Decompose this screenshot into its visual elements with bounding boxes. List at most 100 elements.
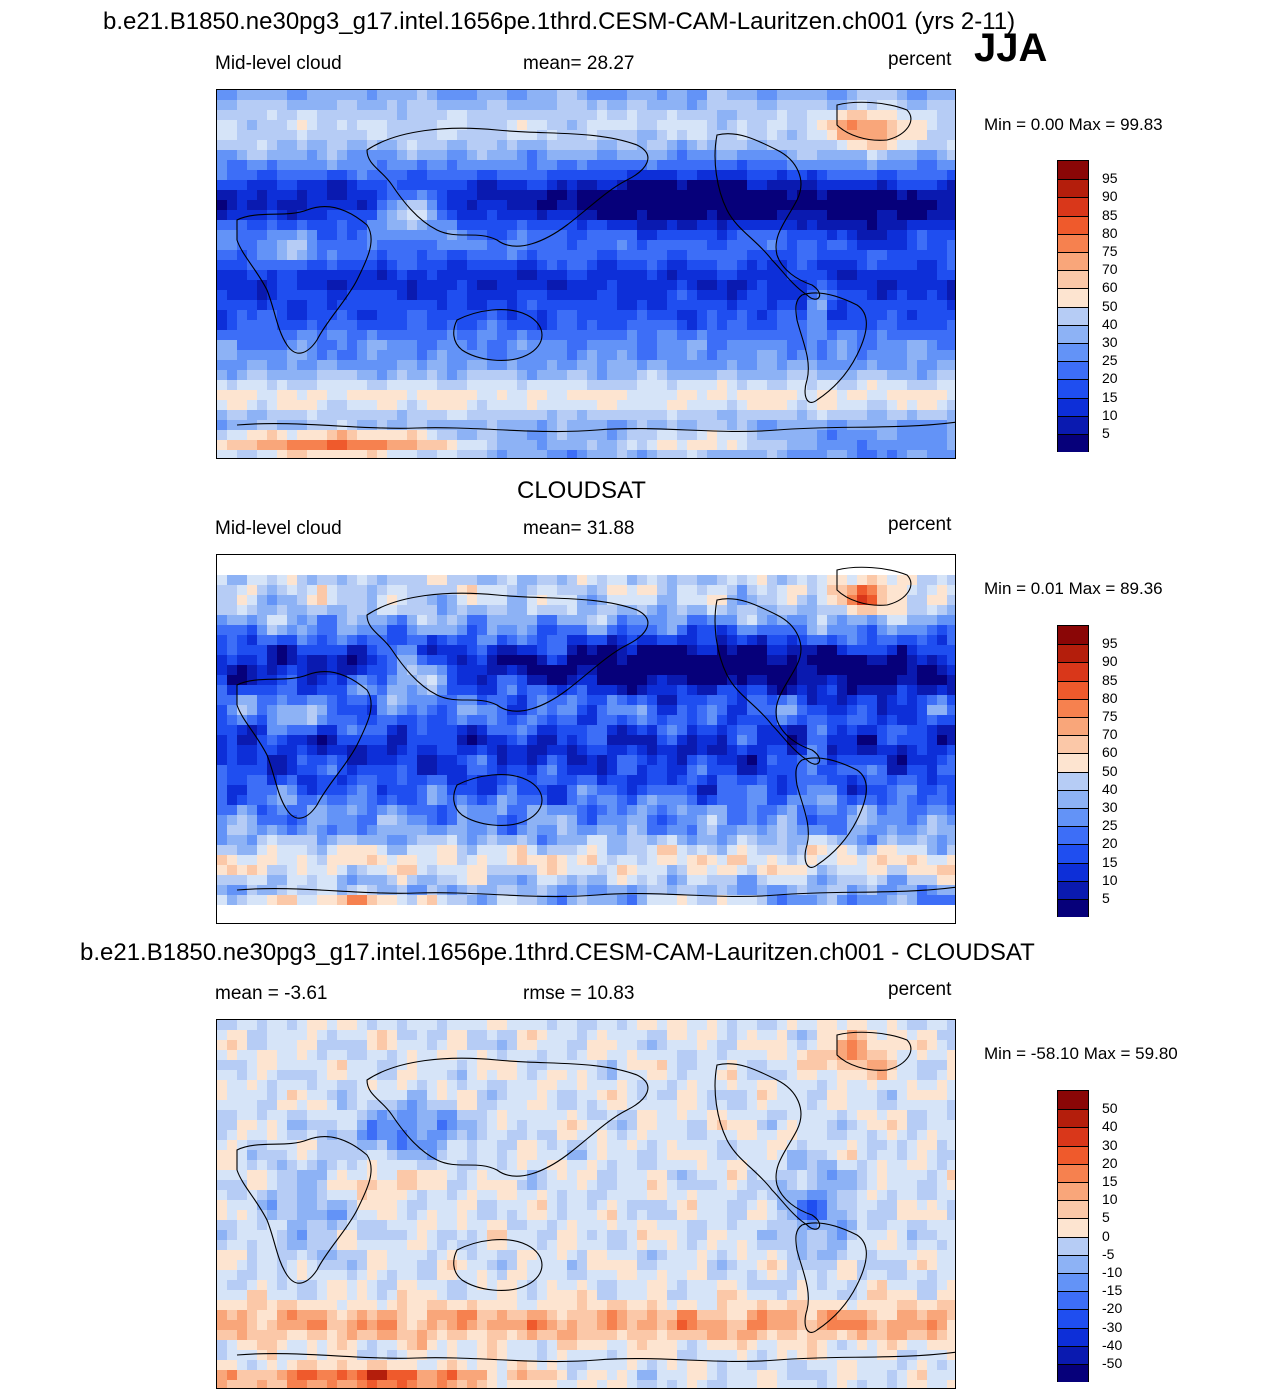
colorbar-tick-label: 5 xyxy=(1102,890,1110,906)
colorbar-tick-label: 25 xyxy=(1102,352,1118,369)
coastline-path xyxy=(795,757,867,868)
panel1-units-label: percent xyxy=(888,49,952,70)
colorbar-tick-label: 40 xyxy=(1102,315,1118,332)
panel3-minmax: Min = -58.10 Max = 59.80 xyxy=(984,1044,1178,1063)
colorbar-segment xyxy=(1058,1163,1088,1182)
colorbar-tick-label: 0 xyxy=(1102,1227,1110,1244)
colorbar-tick-label: 5 xyxy=(1102,425,1110,441)
colorbar-tick-label: 85 xyxy=(1102,671,1118,688)
colorbar-segment xyxy=(1058,1364,1088,1383)
colorbar-tick-label: 30 xyxy=(1102,334,1118,350)
coastline-path xyxy=(836,566,912,606)
map-field-cells xyxy=(217,555,955,923)
colorbar-segment xyxy=(1058,215,1088,234)
coastline-path xyxy=(236,671,372,819)
colorbar-tick-label: 10 xyxy=(1102,871,1118,888)
colorbar-segment xyxy=(1058,1109,1088,1128)
colorbar-segment xyxy=(1058,434,1088,453)
coastline-path xyxy=(795,292,867,403)
colorbar-tick-label: -5 xyxy=(1102,1245,1115,1262)
colorbar-segment xyxy=(1058,415,1088,434)
colorbar-segment xyxy=(1058,343,1088,362)
map-field-cells xyxy=(217,1020,955,1388)
coastline-path xyxy=(453,1239,543,1291)
colorbar-tick-label: 90 xyxy=(1102,188,1118,205)
coastline-path xyxy=(236,1351,955,1363)
colorbar-tick-label: 90 xyxy=(1102,653,1118,670)
colorbar-tick-label: 20 xyxy=(1102,835,1118,852)
panel1-minmax: Min = 0.00 Max = 99.83 xyxy=(984,115,1163,134)
colorbar-segment xyxy=(1058,880,1088,899)
colorbar-tick-label: -15 xyxy=(1102,1282,1123,1299)
colorbar-tick-label: 15 xyxy=(1102,853,1118,870)
colorbar-box xyxy=(1057,160,1089,453)
colorbar-segment xyxy=(1058,161,1088,180)
colorbar-segment xyxy=(1058,1127,1088,1146)
coastline-path xyxy=(236,1136,372,1284)
colorbar-segment xyxy=(1058,862,1088,881)
colorbar-tick-label: 75 xyxy=(1102,708,1118,724)
colorbar-segment xyxy=(1058,1345,1088,1364)
colorbar-segment xyxy=(1058,1291,1088,1310)
coastline-path xyxy=(236,421,955,433)
colorbar-segment xyxy=(1058,1091,1088,1110)
season-label: JJA xyxy=(974,26,1048,70)
colorbar-segment xyxy=(1058,1254,1088,1273)
coastline-path xyxy=(836,1031,912,1071)
colorbar-tick-label: 5 xyxy=(1102,1209,1110,1226)
colorbar-segment xyxy=(1058,288,1088,307)
diff-title: b.e21.B1850.ne30pg3_g17.intel.1656pe.1th… xyxy=(80,939,1035,966)
colorbar-segment xyxy=(1058,1200,1088,1219)
panel3-map-field xyxy=(217,1020,955,1388)
colorbar-tick-label: 30 xyxy=(1102,1136,1118,1153)
colorbar-box xyxy=(1057,1090,1089,1383)
coastline-path xyxy=(795,1222,867,1333)
colorbar-segment xyxy=(1058,1145,1088,1164)
colorbar-tick-label: 80 xyxy=(1102,689,1118,706)
colorbar-tick-label: -20 xyxy=(1102,1300,1123,1317)
colorbar-tick-label: 40 xyxy=(1102,780,1118,797)
coastlines xyxy=(236,566,955,898)
coastline-path xyxy=(836,101,912,141)
coastline-path xyxy=(236,206,372,354)
colorbar-segment xyxy=(1058,306,1088,325)
coastline-path xyxy=(453,774,543,826)
colorbar-segment xyxy=(1058,1327,1088,1346)
colorbar-tick-label: 60 xyxy=(1102,279,1118,296)
colorbar-segment xyxy=(1058,1182,1088,1201)
colorbar-segment xyxy=(1058,735,1088,754)
panel2-mean-label: mean= 31.88 xyxy=(523,518,635,539)
colorbar-tick-label: 20 xyxy=(1102,1154,1118,1171)
colorbar-tick-label: -10 xyxy=(1102,1264,1123,1280)
panel2-map xyxy=(216,554,956,924)
coastline-path xyxy=(366,592,649,712)
colorbar-segment xyxy=(1058,789,1088,808)
coastline-path xyxy=(714,1063,821,1230)
colorbar-segment xyxy=(1058,361,1088,380)
colorbar-segment xyxy=(1058,1273,1088,1292)
obs-title: CLOUDSAT xyxy=(517,477,646,504)
colorbar-segment xyxy=(1058,1236,1088,1255)
colorbar-segment xyxy=(1058,844,1088,863)
colorbar-segment xyxy=(1058,626,1088,645)
colorbar-segment xyxy=(1058,179,1088,198)
coastline-path xyxy=(453,309,543,361)
colorbar-segment xyxy=(1058,1309,1088,1328)
panel2-minmax: Min = 0.01 Max = 89.36 xyxy=(984,579,1163,598)
colorbar-tick-label: 60 xyxy=(1102,744,1118,761)
panel3-map xyxy=(216,1019,956,1389)
panel1-variable-label: Mid-level cloud xyxy=(215,53,342,74)
colorbar-tick-label: -40 xyxy=(1102,1336,1123,1353)
colorbar-tick-label: 95 xyxy=(1102,635,1118,652)
colorbar-segment xyxy=(1058,397,1088,416)
panel3-units-label: percent xyxy=(888,979,952,1000)
colorbar-segment xyxy=(1058,698,1088,717)
colorbar-tick-label: 70 xyxy=(1102,726,1118,743)
panel2-units-label: percent xyxy=(888,514,952,535)
colorbar-tick-label: 75 xyxy=(1102,243,1118,259)
panel1-mean-label: mean= 28.27 xyxy=(523,53,635,74)
map-field-cells xyxy=(217,90,955,458)
coastline-path xyxy=(236,886,955,898)
colorbar-segment xyxy=(1058,771,1088,790)
coastline-path xyxy=(714,598,821,765)
